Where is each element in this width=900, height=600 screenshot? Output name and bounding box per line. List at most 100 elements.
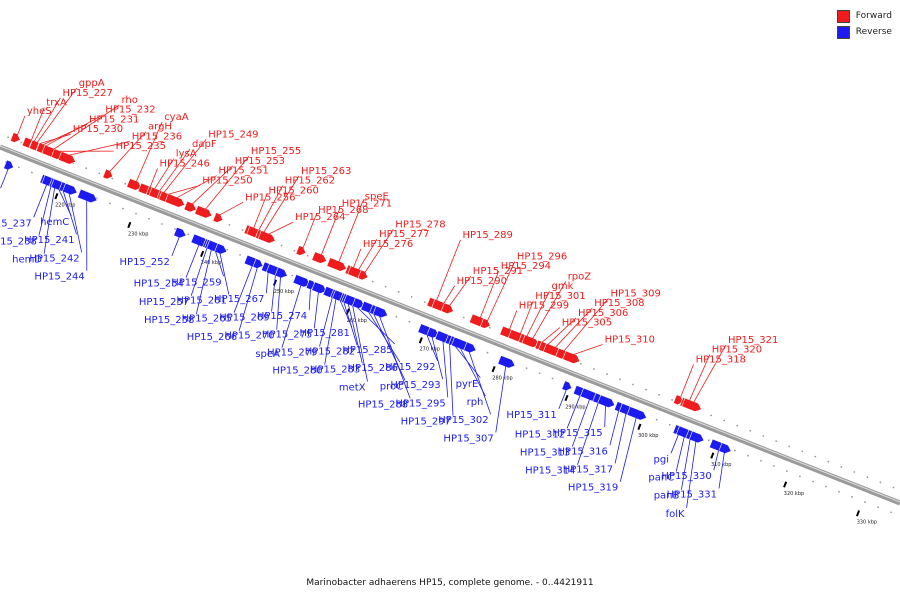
leader-line (45, 114, 104, 147)
track-dot (293, 249, 296, 252)
gene-label: HP15_246 (160, 159, 210, 170)
leader-line (609, 411, 619, 446)
gene-HP15_270 (274, 266, 288, 279)
track-dot (671, 399, 673, 401)
leader-line (69, 141, 130, 156)
leader-line (205, 155, 250, 210)
leader-line (670, 434, 679, 454)
track-dot (488, 326, 491, 329)
track-dot (736, 424, 739, 427)
gene-cyaA (126, 178, 142, 191)
track-dot (760, 460, 762, 462)
gene-label: HP15_311 (506, 410, 556, 421)
leader-line (379, 316, 411, 399)
leader-line (263, 175, 300, 233)
kbp-tick (710, 452, 715, 459)
track-dot (788, 445, 791, 448)
legend-item-forward: Forward (836, 8, 892, 24)
track-dot (773, 465, 775, 467)
track-dot (775, 440, 778, 442)
track-dot (20, 141, 23, 144)
leader-line (468, 351, 491, 415)
leader-line (33, 97, 61, 142)
track-dot (31, 171, 33, 174)
gene-label: HP15_251 (219, 166, 269, 177)
track-dot (814, 455, 817, 458)
track-dot (890, 511, 892, 514)
track-dot (619, 378, 621, 381)
track-dot (838, 490, 840, 493)
gene-label: HP15_268 (318, 205, 368, 216)
track-dot (17, 166, 20, 169)
track-dot (864, 501, 866, 503)
leader-line (168, 185, 201, 195)
gene-HP15_291 (440, 302, 455, 315)
gene-label: HP15_296 (517, 251, 567, 262)
track-dot (799, 475, 801, 478)
leader-line (192, 165, 233, 205)
gene-label: HP15_275 (262, 329, 312, 340)
leader-line (343, 302, 358, 346)
gene-HP15_264 (257, 230, 276, 244)
leader-line (319, 297, 333, 347)
gene-label: HP15_263 (301, 166, 351, 177)
kbp-tick (855, 510, 861, 517)
kbp-label: 300 kbp (638, 433, 658, 439)
gene-speE (326, 257, 347, 272)
leader-line (443, 285, 455, 304)
leader-line (268, 221, 294, 235)
track-dot (658, 393, 660, 396)
gene-HP15_331 (718, 442, 732, 454)
leader-line (520, 300, 534, 334)
gene-label: HP15_330 (661, 471, 711, 482)
leader-line (713, 450, 719, 471)
track-dot (749, 429, 752, 432)
track-dot (486, 351, 489, 354)
track-dot (655, 418, 658, 421)
gene-label: HP15_252 (120, 257, 170, 268)
track-dot (734, 449, 736, 452)
leader-line (135, 121, 163, 182)
track-dot (723, 419, 726, 422)
reverse-swatch (836, 25, 850, 39)
forward-genes (9, 132, 702, 413)
kbp-tick (418, 337, 423, 344)
gene-label: HP15_292 (385, 362, 435, 373)
kbp-tick (54, 193, 59, 200)
kbp-label: 280 kbp (492, 376, 512, 382)
leader-line (573, 344, 603, 355)
leader-line (171, 237, 180, 256)
track-dot (853, 471, 856, 473)
track-dot (135, 212, 137, 215)
gene-HP15_256 (212, 212, 224, 223)
leader-line (215, 251, 224, 277)
leader-line (571, 399, 590, 447)
leader-line (426, 335, 438, 362)
track-dot (395, 315, 398, 318)
gene-label: HP15_279 (267, 348, 317, 359)
gene-label: HP15_321 (728, 335, 778, 346)
leader-line (619, 417, 637, 482)
gene-label: dapF (192, 139, 217, 150)
kbp-label: 260 kbp (347, 318, 367, 324)
gene-HP15_321 (681, 397, 702, 413)
track-dot (645, 388, 647, 391)
gene-label: HP15_276 (363, 239, 413, 250)
gene-label: HP15_250 (202, 175, 252, 186)
gene-label: cyaA (164, 112, 189, 123)
legend: Forward Reverse (836, 8, 892, 40)
leader-line (159, 148, 191, 192)
kbp-label: 310 kbp (711, 462, 731, 468)
gene-label: HP15_257 (139, 297, 189, 308)
gene-label: panB (654, 491, 680, 502)
gene-label: HP15_314 (525, 466, 575, 477)
gene-HP15_242 (61, 182, 78, 196)
gene-label: HP15_286 (348, 363, 398, 374)
track-dot (408, 320, 411, 323)
gene-moaB (3, 159, 14, 171)
leader-line (526, 291, 550, 337)
gene-label: HP15_285 (342, 345, 392, 356)
gene-HP15_302 (463, 341, 477, 354)
track-dot (892, 486, 895, 489)
gene-label: HP15_256 (245, 192, 295, 203)
